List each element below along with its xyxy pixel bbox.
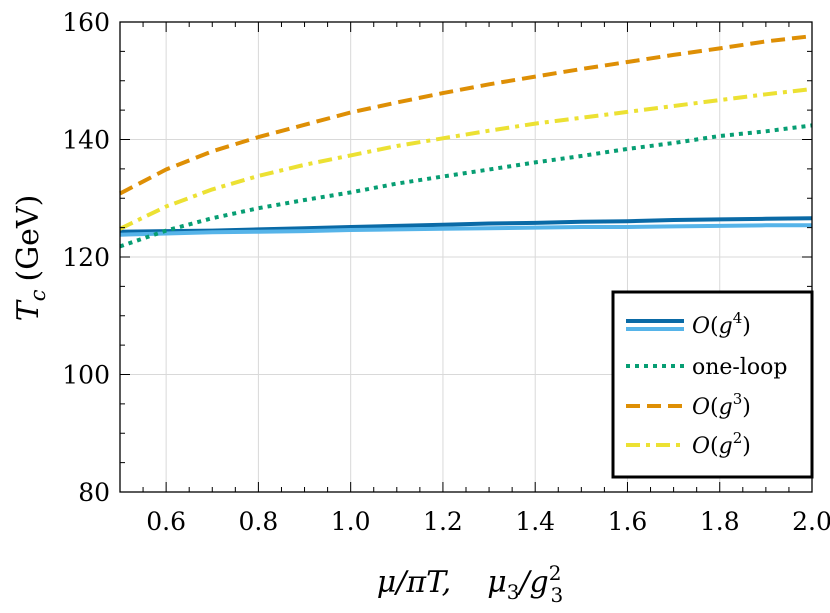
x-tick-label: 0.8: [239, 507, 279, 536]
x-tick-label: 1.8: [700, 507, 740, 536]
x-tick-label: 1.4: [515, 507, 555, 536]
legend-label: O(g2): [692, 429, 751, 459]
y-tick-label: 80: [78, 478, 110, 507]
legend-label: O(g3): [692, 390, 751, 420]
x-tick-label: 2.0: [792, 507, 830, 536]
legend-label: one-loop: [692, 355, 787, 380]
x-tick-label: 1.2: [423, 507, 463, 536]
ticks: 0.6 0.8 1.0 1.2 1.4 1.6 1.8 2.0 80 100 120 140 160: [62, 8, 830, 536]
x-tick-label: 1.0: [331, 507, 371, 536]
series-line-1: [119, 223, 812, 237]
y-tick-label: 160: [62, 8, 110, 37]
series-line-2: [119, 123, 813, 249]
y-tick-label: 140: [62, 126, 110, 155]
series-group: [119, 34, 813, 249]
x-axis-label: μ/πT, μ3/g2 3: [377, 561, 563, 607]
y-axis-label: Tc(GeV): [11, 195, 50, 322]
legend-label: O(g4): [692, 309, 751, 339]
series-line-3: [119, 34, 813, 196]
legend: O(g4) one-loop O(g3) O(g2): [611, 290, 814, 479]
y-tick-label: 100: [62, 361, 110, 390]
series-line-4: [119, 87, 813, 231]
y-tick-label: 120: [62, 243, 110, 272]
x-tick-label: 0.6: [146, 507, 186, 536]
x-tick-label: 1.6: [608, 507, 648, 536]
